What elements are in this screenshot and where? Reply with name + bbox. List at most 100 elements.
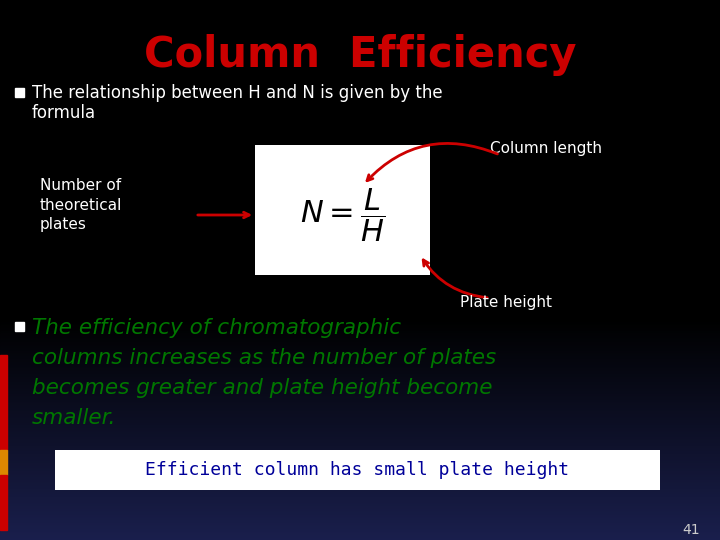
Bar xyxy=(0,495,720,496)
Bar xyxy=(0,469,720,470)
Bar xyxy=(0,377,720,379)
Bar xyxy=(0,487,720,489)
Bar xyxy=(0,536,720,537)
Bar xyxy=(0,360,720,361)
Bar xyxy=(0,478,720,480)
Bar xyxy=(0,401,720,402)
Bar xyxy=(0,405,720,407)
Bar xyxy=(0,526,720,528)
Bar xyxy=(0,402,720,403)
Bar xyxy=(0,387,720,388)
Bar xyxy=(0,539,720,540)
Bar xyxy=(0,492,720,494)
Bar xyxy=(0,421,720,422)
Bar xyxy=(0,334,720,335)
Bar xyxy=(0,454,720,456)
Text: becomes greater and plate height become: becomes greater and plate height become xyxy=(32,378,492,398)
Bar xyxy=(0,443,720,444)
Bar xyxy=(0,336,720,338)
Bar xyxy=(0,535,720,537)
Bar xyxy=(0,355,7,450)
Bar xyxy=(0,486,720,488)
Bar xyxy=(0,329,720,330)
Bar xyxy=(0,388,720,389)
Text: Column  Efficiency: Column Efficiency xyxy=(144,34,576,76)
Bar xyxy=(0,470,720,471)
Bar xyxy=(0,439,720,441)
Bar xyxy=(0,521,720,523)
Bar xyxy=(0,464,720,465)
Bar xyxy=(0,459,720,461)
Bar xyxy=(0,376,720,377)
Bar xyxy=(0,327,720,328)
Bar xyxy=(0,525,720,526)
Bar xyxy=(0,399,720,401)
Bar xyxy=(0,320,720,321)
Bar xyxy=(0,366,720,368)
Bar xyxy=(0,393,720,395)
Bar xyxy=(0,338,720,340)
Bar xyxy=(0,461,720,462)
Text: 41: 41 xyxy=(683,523,700,537)
Bar xyxy=(0,395,720,396)
Bar xyxy=(0,462,720,463)
Bar xyxy=(0,400,720,402)
Bar xyxy=(0,430,720,431)
Bar xyxy=(0,375,720,376)
Bar xyxy=(0,417,720,418)
Bar xyxy=(0,474,720,476)
Bar xyxy=(0,497,720,498)
Bar xyxy=(0,509,720,510)
Bar xyxy=(0,508,720,510)
Bar xyxy=(0,437,720,438)
Bar xyxy=(0,429,720,430)
Bar xyxy=(0,389,720,390)
Bar xyxy=(0,352,720,354)
Bar xyxy=(0,380,720,381)
Bar xyxy=(0,390,720,392)
Bar xyxy=(0,414,720,415)
Bar xyxy=(0,448,720,449)
Bar xyxy=(0,339,720,341)
Bar xyxy=(0,529,720,530)
Bar xyxy=(0,353,720,354)
Bar xyxy=(0,420,720,422)
Bar xyxy=(0,413,720,415)
Bar xyxy=(0,407,720,408)
Bar xyxy=(0,467,720,469)
Bar xyxy=(0,482,720,483)
Bar xyxy=(0,368,720,369)
Bar xyxy=(0,410,720,411)
Text: The efficiency of chromatographic: The efficiency of chromatographic xyxy=(32,318,401,338)
Bar xyxy=(0,323,720,325)
Bar xyxy=(0,326,720,327)
Bar xyxy=(0,458,720,460)
Bar xyxy=(0,528,720,530)
Bar xyxy=(0,330,720,332)
Bar xyxy=(0,475,7,530)
Bar xyxy=(0,457,720,458)
Bar xyxy=(0,363,720,364)
Bar xyxy=(0,452,720,454)
Bar xyxy=(0,408,720,409)
Bar xyxy=(0,423,720,424)
Bar xyxy=(0,511,720,512)
Bar xyxy=(0,321,720,322)
Bar xyxy=(0,351,720,353)
Bar xyxy=(0,534,720,536)
Bar xyxy=(0,373,720,375)
Bar xyxy=(0,385,720,387)
Bar xyxy=(0,523,720,524)
Bar xyxy=(55,450,660,490)
Bar xyxy=(0,337,720,339)
Bar xyxy=(15,322,24,331)
Bar xyxy=(0,427,720,429)
Bar xyxy=(0,503,720,504)
Bar xyxy=(0,499,720,501)
Bar xyxy=(0,513,720,515)
Bar xyxy=(0,501,720,503)
Bar xyxy=(0,424,720,426)
Bar xyxy=(0,531,720,532)
Bar xyxy=(0,428,720,429)
Bar xyxy=(0,378,720,380)
